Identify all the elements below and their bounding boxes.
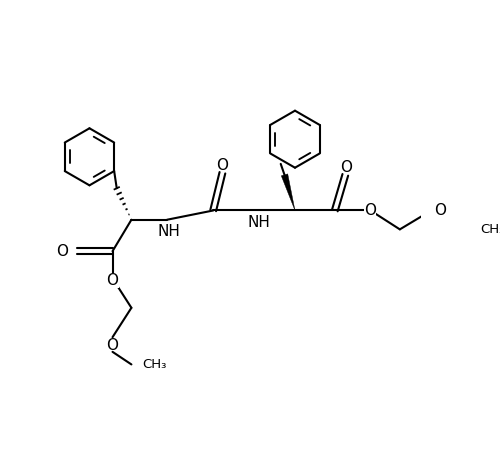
Text: O: O <box>434 203 446 218</box>
Polygon shape <box>282 174 295 210</box>
Text: O: O <box>216 158 228 173</box>
Text: O: O <box>364 203 376 218</box>
Text: CH₃: CH₃ <box>480 223 500 236</box>
Text: O: O <box>56 244 68 259</box>
Text: O: O <box>340 160 352 175</box>
Text: NH: NH <box>158 224 180 239</box>
Text: O: O <box>106 338 118 353</box>
Text: CH₃: CH₃ <box>142 358 167 371</box>
Text: O: O <box>106 273 118 288</box>
Text: NH: NH <box>248 215 271 230</box>
